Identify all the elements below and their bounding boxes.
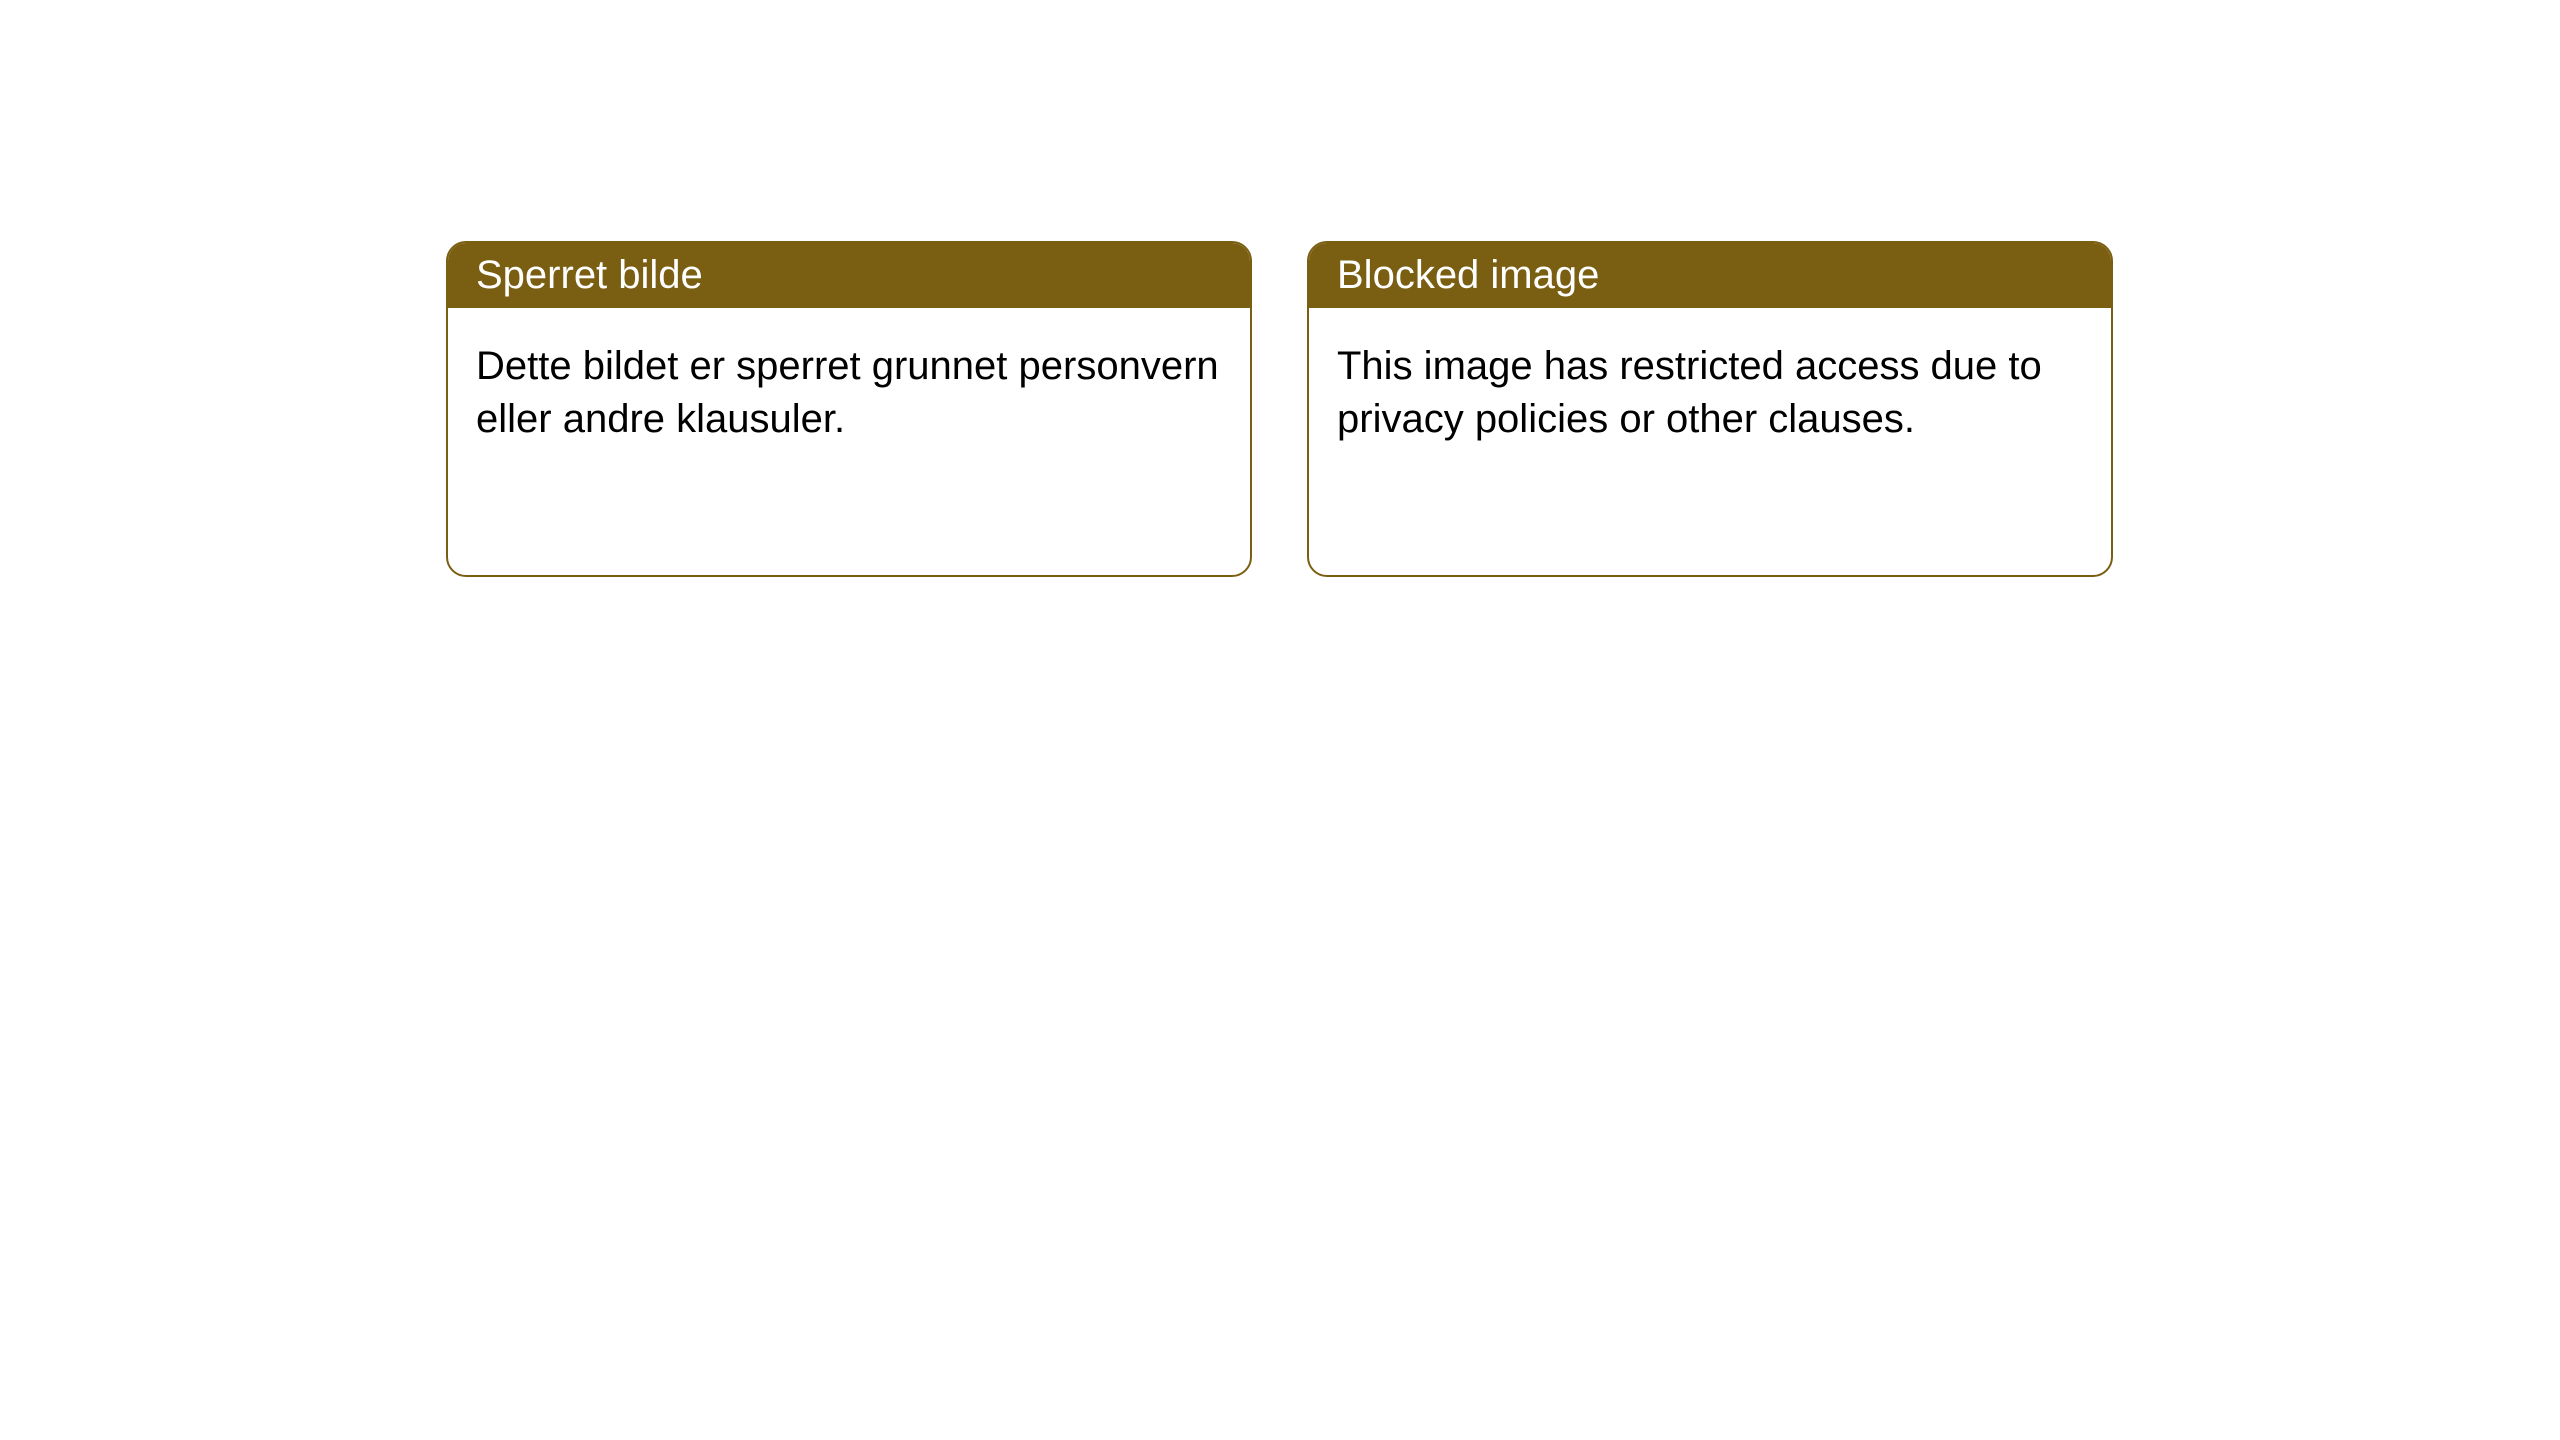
notice-title: Blocked image: [1309, 243, 2111, 308]
notice-card-norwegian: Sperret bilde Dette bildet er sperret gr…: [446, 241, 1252, 577]
notice-card-english: Blocked image This image has restricted …: [1307, 241, 2113, 577]
notice-container: Sperret bilde Dette bildet er sperret gr…: [446, 241, 2113, 577]
notice-title: Sperret bilde: [448, 243, 1250, 308]
notice-body: Dette bildet er sperret grunnet personve…: [448, 308, 1250, 478]
notice-body: This image has restricted access due to …: [1309, 308, 2111, 478]
